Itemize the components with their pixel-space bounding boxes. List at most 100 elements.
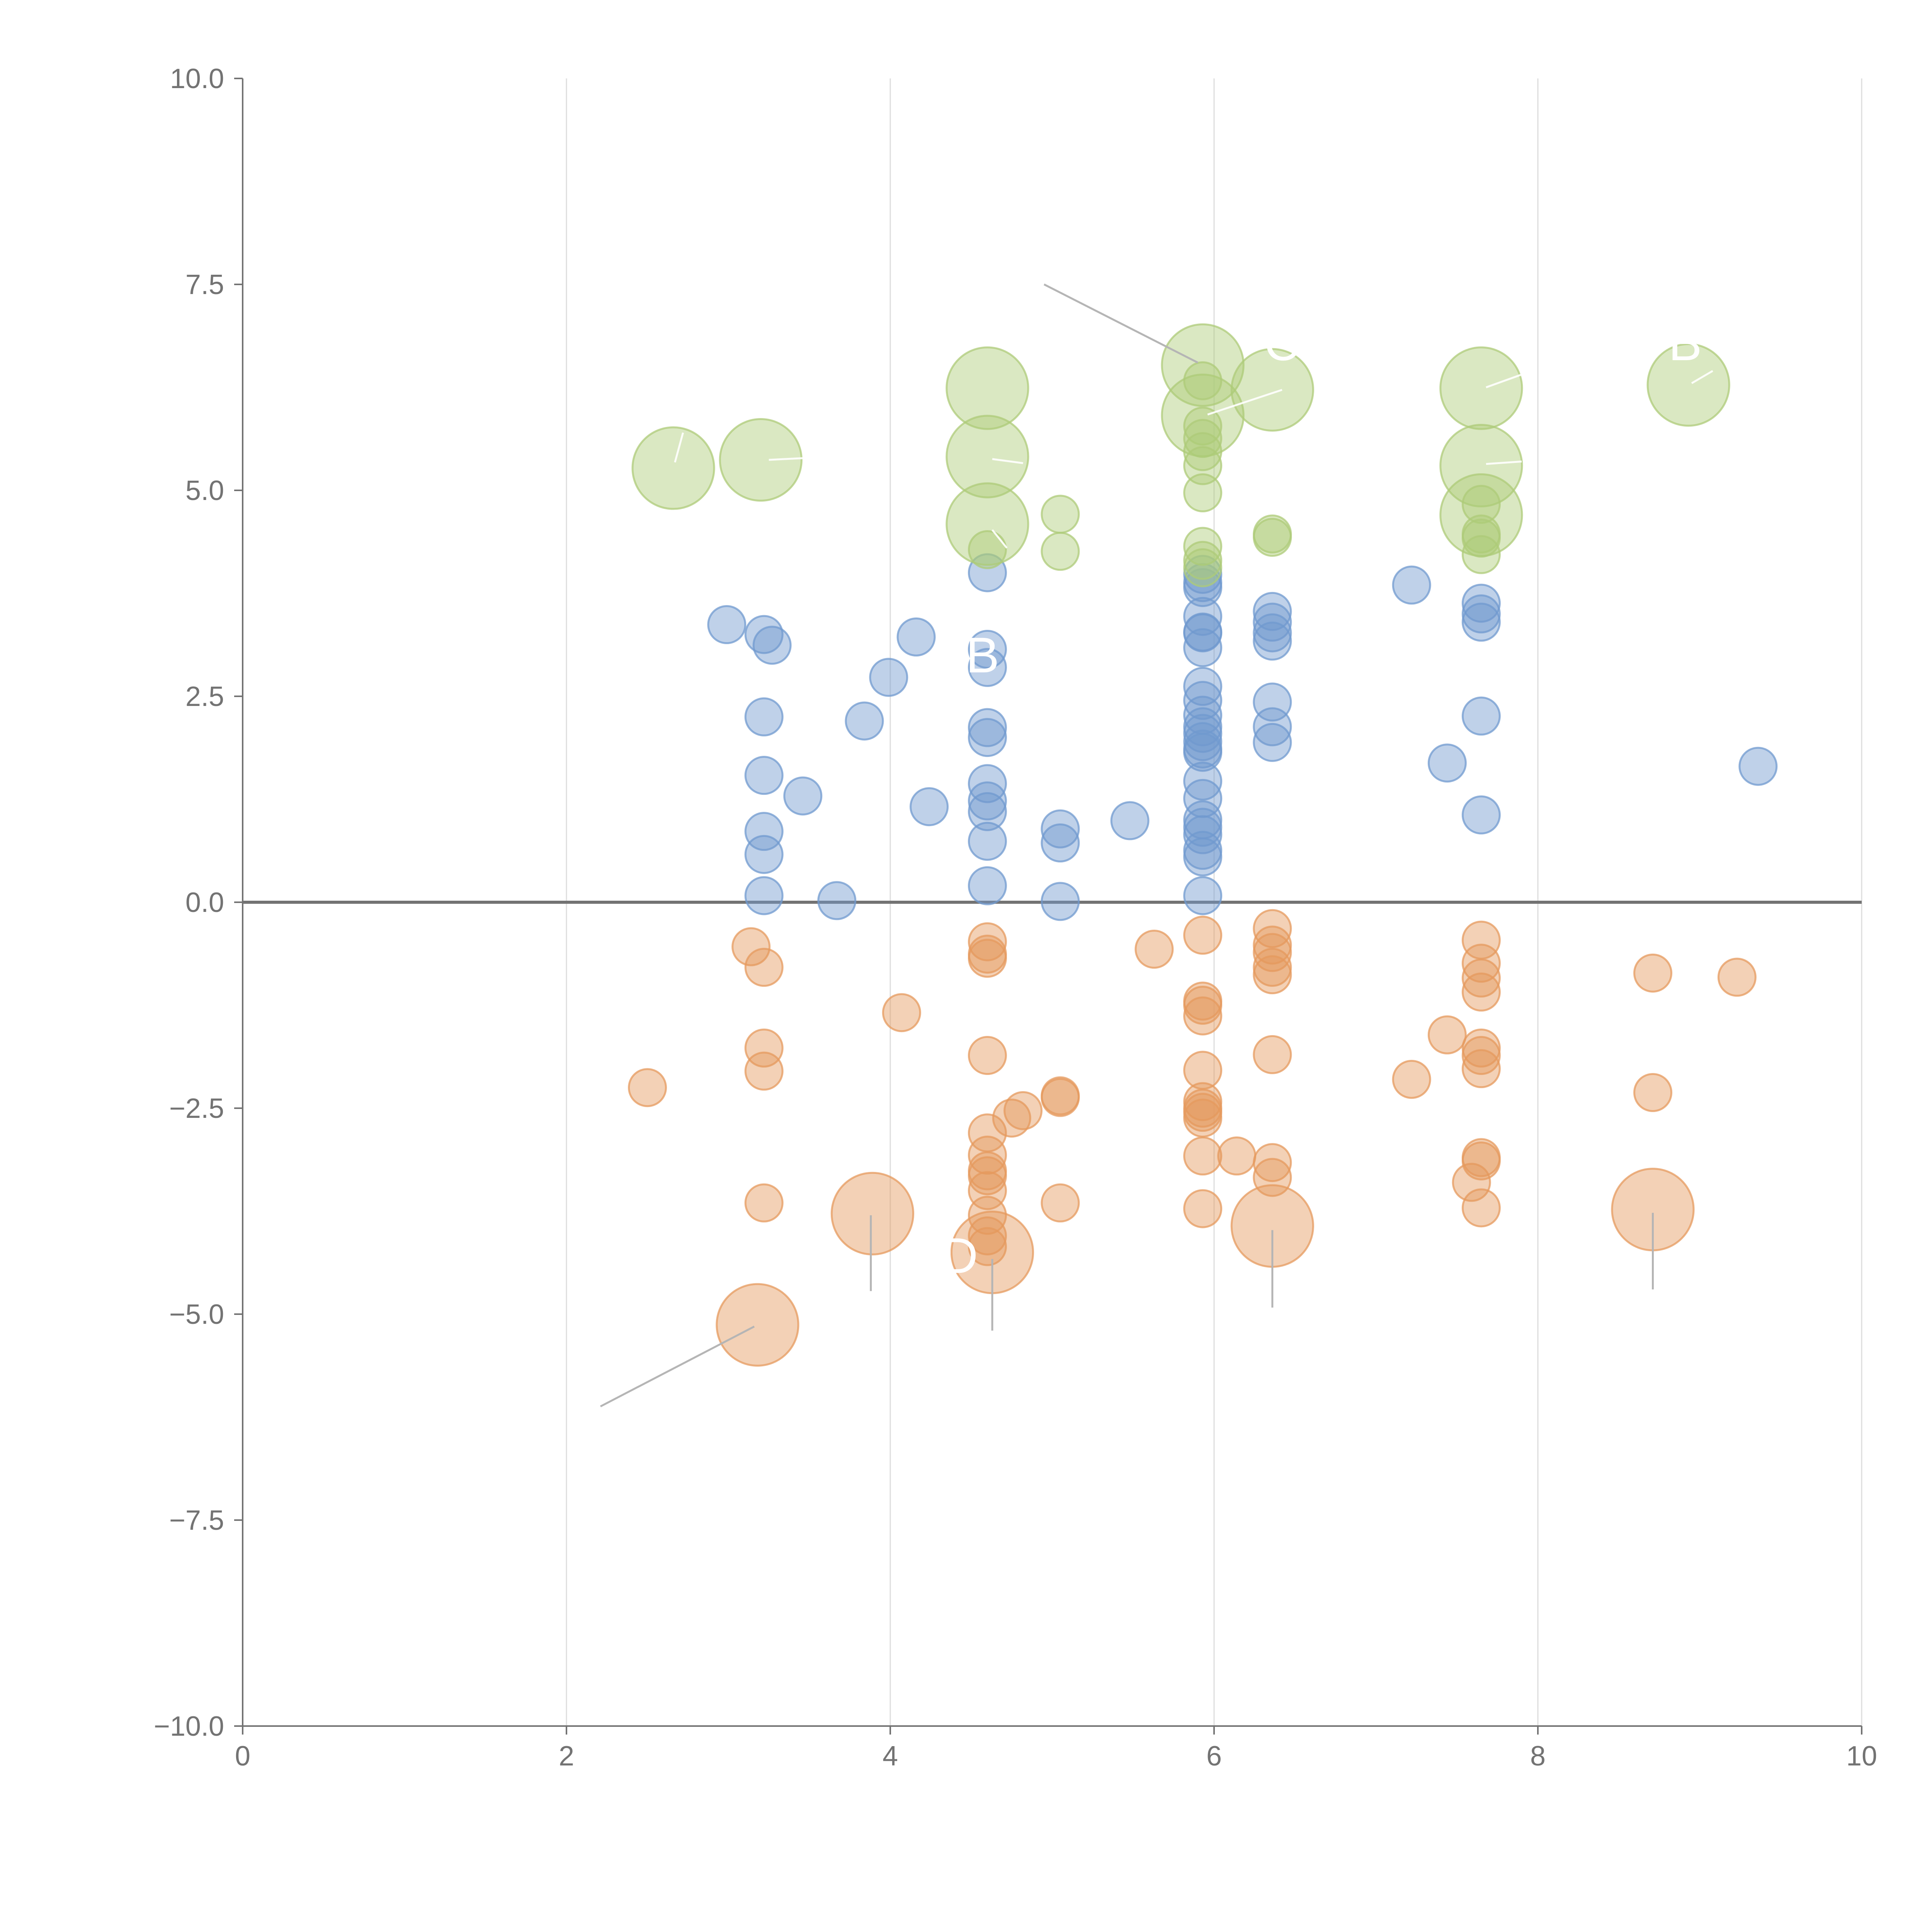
orange-data-point[interactable]: [1183, 986, 1223, 1025]
blue-data-point[interactable]: [1461, 696, 1501, 736]
orange-data-point[interactable]: [968, 1156, 1007, 1196]
orange-data-point[interactable]: [1253, 1143, 1292, 1182]
green-data-point[interactable]: [1439, 346, 1523, 430]
green-data-point[interactable]: [968, 530, 1007, 570]
green-data-point[interactable]: [1646, 343, 1730, 427]
blue-data-point[interactable]: [744, 615, 784, 654]
blue-data-point[interactable]: [1461, 795, 1501, 835]
orange-data-point[interactable]: [1183, 1136, 1223, 1176]
orange-data-point[interactable]: [1253, 933, 1292, 972]
orange-data-point[interactable]: [1253, 909, 1292, 948]
blue-data-point[interactable]: [1253, 621, 1292, 661]
green-data-point[interactable]: [1183, 419, 1223, 458]
orange-data-point[interactable]: [1183, 1189, 1223, 1228]
blue-data-point[interactable]: [968, 781, 1007, 821]
green-data-point[interactable]: [1439, 423, 1523, 508]
orange-data-point[interactable]: [744, 1028, 784, 1068]
orange-data-point[interactable]: [968, 1196, 1007, 1235]
orange-data-point[interactable]: [1003, 1091, 1043, 1130]
orange-data-point[interactable]: [1183, 996, 1223, 1036]
orange-data-point[interactable]: [1041, 1078, 1080, 1117]
blue-data-point[interactable]: [1253, 707, 1292, 747]
blue-data-point[interactable]: [744, 876, 784, 915]
green-data-point[interactable]: [1461, 519, 1501, 558]
orange-data-point[interactable]: [1461, 958, 1501, 998]
blue-data-point[interactable]: [968, 866, 1007, 905]
orange-data-point[interactable]: [716, 1283, 799, 1367]
blue-data-point[interactable]: [744, 812, 784, 851]
blue-data-point[interactable]: [1461, 602, 1501, 642]
blue-data-point[interactable]: [1392, 565, 1431, 605]
blue-data-point[interactable]: [1253, 592, 1292, 631]
green-data-point[interactable]: [1161, 323, 1245, 407]
blue-data-point[interactable]: [1183, 762, 1223, 801]
green-data-point[interactable]: [1183, 473, 1223, 512]
green-data-point[interactable]: [631, 426, 715, 510]
orange-data-point[interactable]: [968, 939, 1007, 978]
blue-data-point[interactable]: [968, 821, 1007, 861]
orange-data-point[interactable]: [1183, 1099, 1223, 1138]
green-data-point[interactable]: [946, 482, 1029, 566]
orange-data-point[interactable]: [1253, 955, 1292, 995]
green-data-point[interactable]: [1183, 361, 1223, 400]
blue-data-point[interactable]: [968, 792, 1007, 831]
orange-data-point[interactable]: [968, 1227, 1007, 1266]
green-data-point[interactable]: [1183, 432, 1223, 471]
green-data-point[interactable]: [946, 346, 1029, 430]
blue-data-point[interactable]: [1183, 876, 1223, 915]
blue-data-point[interactable]: [1183, 733, 1223, 772]
blue-data-point[interactable]: [817, 881, 857, 920]
orange-data-point[interactable]: [882, 993, 921, 1032]
orange-data-point[interactable]: [1427, 1015, 1467, 1054]
blue-data-point[interactable]: [910, 787, 949, 827]
orange-data-point[interactable]: [1461, 944, 1501, 983]
orange-data-point[interactable]: [1183, 915, 1223, 955]
green-data-point[interactable]: [1183, 527, 1223, 566]
orange-data-point[interactable]: [1633, 953, 1672, 993]
blue-data-point[interactable]: [752, 626, 792, 665]
orange-data-point[interactable]: [1253, 1035, 1292, 1074]
blue-data-point[interactable]: [869, 658, 908, 697]
orange-data-point[interactable]: [731, 927, 771, 966]
green-data-point[interactable]: [1253, 518, 1292, 557]
orange-data-point[interactable]: [744, 1051, 784, 1091]
green-data-point[interactable]: [946, 415, 1029, 498]
orange-data-point[interactable]: [968, 1136, 1007, 1175]
orange-data-point[interactable]: [968, 1036, 1007, 1075]
blue-data-point[interactable]: [968, 718, 1007, 757]
blue-data-point[interactable]: [845, 701, 884, 741]
blue-data-point[interactable]: [1183, 667, 1223, 706]
blue-data-point[interactable]: [1183, 568, 1223, 607]
blue-data-point[interactable]: [1041, 823, 1080, 862]
orange-data-point[interactable]: [1717, 957, 1757, 997]
orange-data-point[interactable]: [1461, 972, 1501, 1012]
orange-data-point[interactable]: [744, 947, 784, 987]
blue-data-point[interactable]: [1183, 613, 1223, 653]
blue-data-point[interactable]: [968, 764, 1007, 803]
orange-data-point[interactable]: [830, 1172, 915, 1255]
orange-data-point[interactable]: [968, 1216, 1007, 1255]
blue-data-point[interactable]: [1183, 597, 1223, 636]
orange-data-point[interactable]: [992, 1099, 1031, 1138]
green-data-point[interactable]: [1461, 485, 1501, 524]
blue-data-point[interactable]: [1183, 837, 1223, 877]
orange-data-point[interactable]: [1461, 1188, 1501, 1228]
orange-data-point[interactable]: [1452, 1163, 1491, 1202]
green-data-point[interactable]: [1230, 348, 1314, 432]
orange-data-point[interactable]: [1041, 1183, 1080, 1223]
green-data-point[interactable]: [1041, 532, 1080, 571]
orange-data-point[interactable]: [1461, 1141, 1501, 1180]
blue-data-point[interactable]: [1041, 809, 1080, 849]
blue-data-point[interactable]: [1183, 815, 1223, 854]
blue-data-point[interactable]: [1253, 723, 1292, 762]
green-data-point[interactable]: [1041, 495, 1080, 534]
blue-data-point[interactable]: [744, 756, 784, 795]
blue-data-point[interactable]: [1461, 594, 1501, 634]
blue-data-point[interactable]: [1253, 613, 1292, 653]
green-data-point[interactable]: [1183, 548, 1223, 587]
blue-data-point[interactable]: [1427, 743, 1467, 783]
orange-data-point[interactable]: [1633, 1073, 1672, 1112]
green-data-point[interactable]: [1461, 535, 1501, 574]
green-data-point[interactable]: [1183, 446, 1223, 485]
orange-data-point[interactable]: [1134, 930, 1174, 969]
